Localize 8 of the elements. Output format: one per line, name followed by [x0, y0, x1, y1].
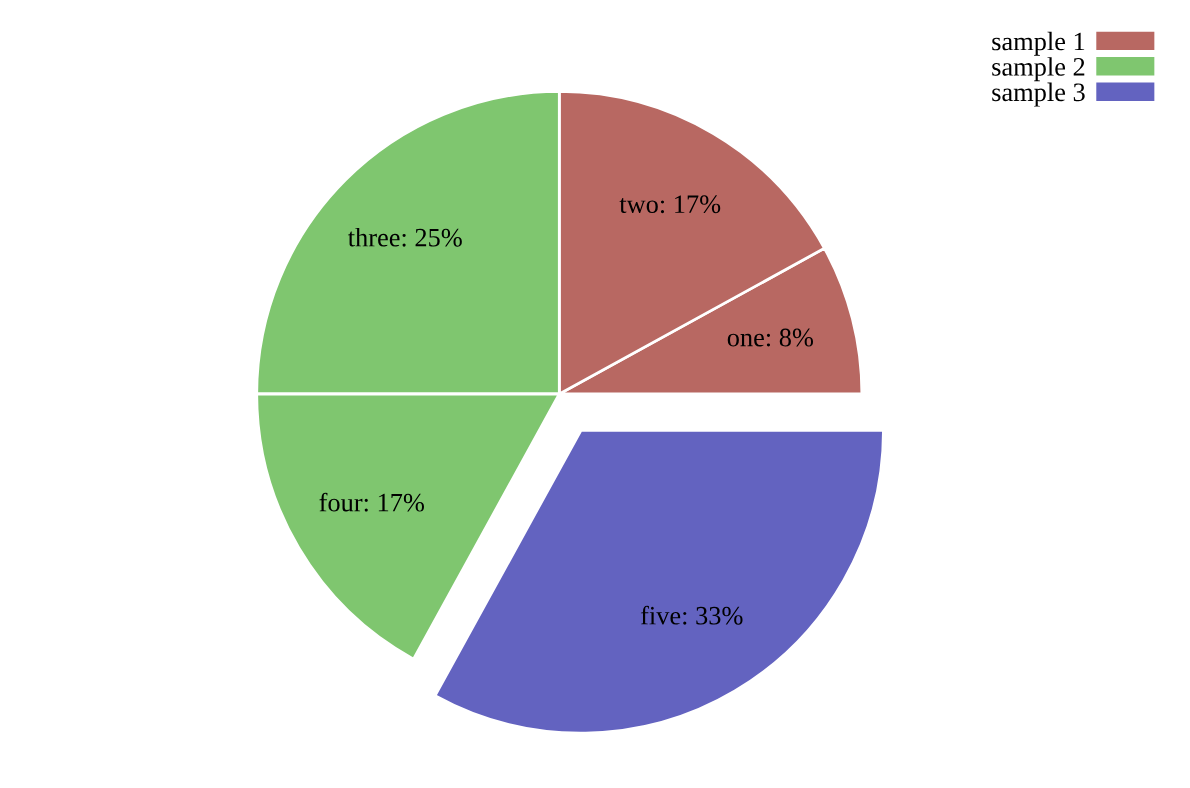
slice-label: five: 33%	[640, 605, 743, 625]
slice-label: three: 25%	[347, 227, 462, 247]
slice-label: one: 8%	[727, 328, 814, 347]
text: sample 2	[992, 57, 1085, 82]
slice-label: four: 17%	[319, 492, 425, 512]
text: sample 3	[992, 82, 1085, 107]
text: sample 1	[992, 31, 1085, 56]
slice-label: two: 17%	[619, 195, 721, 214]
